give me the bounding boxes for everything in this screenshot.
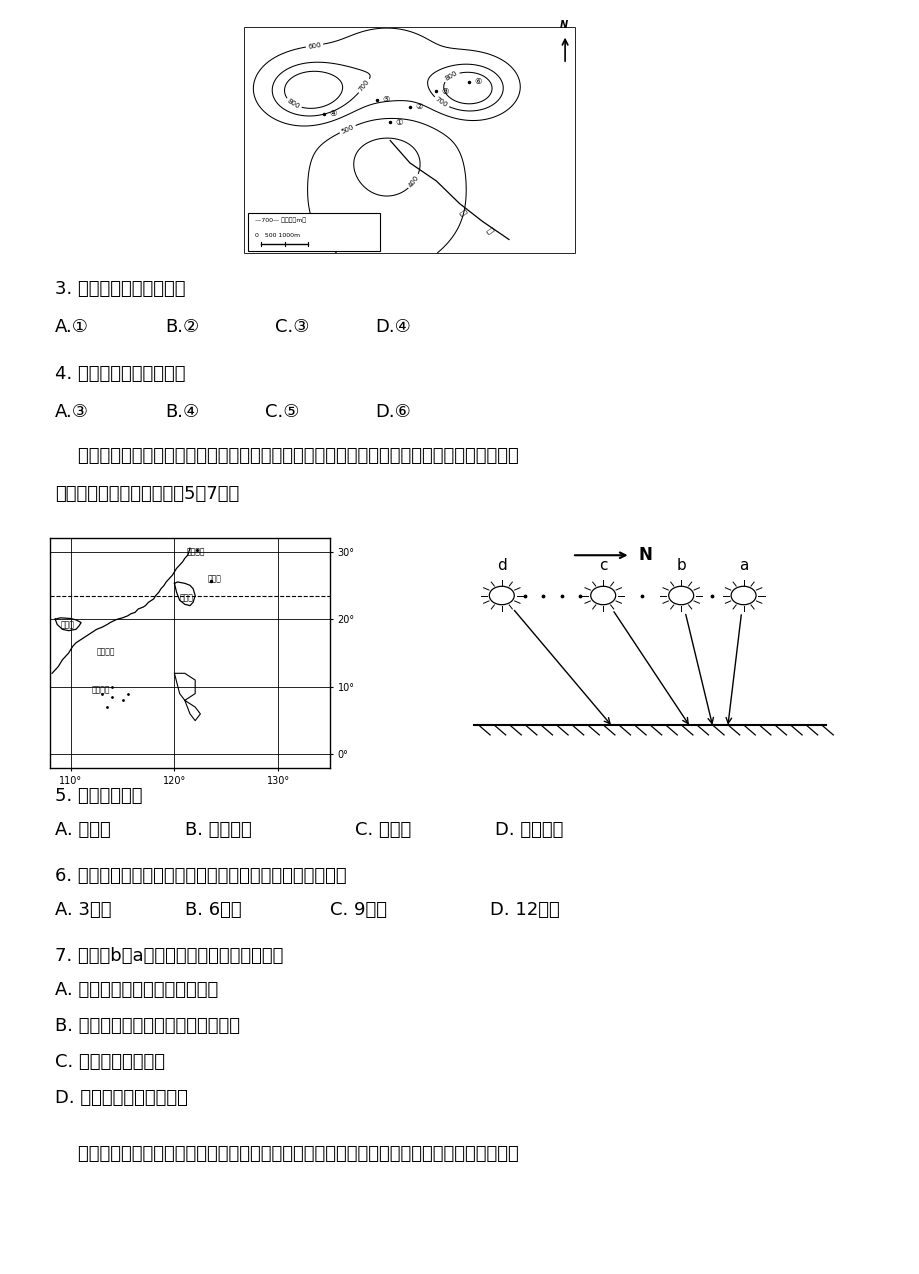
Bar [248,213,380,251]
Text: 3. 最适宜作为露营地的是: 3. 最适宜作为露营地的是 [55,280,186,298]
Text: 意图（下右图）。读图完成5～7题。: 意图（下右图）。读图完成5～7题。 [55,485,239,503]
Text: A. 3个月: A. 3个月 [55,901,111,919]
Text: C. 钓鱼岛: C. 钓鱼岛 [355,820,411,840]
Text: B. 南沙群岛: B. 南沙群岛 [185,820,252,840]
Text: ①: ① [395,118,403,127]
Text: C. 钓鱼岛盛行偽北风: C. 钓鱼岛盛行偽北风 [55,1054,165,1071]
Text: ⑥: ⑥ [474,78,482,87]
Text: A.①: A.① [55,318,89,336]
Text: 河: 河 [457,208,468,217]
Text: ④: ④ [329,110,336,118]
Text: 500: 500 [340,124,355,135]
Text: 流: 流 [483,225,494,236]
Text: 600: 600 [307,42,322,50]
Circle shape [731,586,755,605]
Text: D.⑥: D.⑥ [375,403,410,420]
Circle shape [668,586,693,605]
Text: A. 台湾岛: A. 台湾岛 [55,820,110,840]
Text: C.⑤: C.⑤ [265,403,299,420]
Circle shape [590,586,615,605]
Text: d: d [496,558,506,572]
Text: 5. 该地可能位于: 5. 该地可能位于 [55,787,142,805]
Text: A. 舟山群岛可能受准静止锋控制: A. 舟山群岛可能受准静止锋控制 [55,981,218,999]
Text: N: N [638,547,652,564]
Text: 4. 最适宜观日出的地点是: 4. 最适宜观日出的地点是 [55,364,186,383]
Text: 钓鱼岛: 钓鱼岛 [208,575,221,583]
Text: c: c [598,558,607,572]
Text: a: a [738,558,747,572]
Text: 800: 800 [444,70,459,83]
Text: 台湾岛: 台湾岛 [179,592,193,603]
Text: C.③: C.③ [275,318,309,336]
Text: 南沙群岛: 南沙群岛 [91,685,110,694]
Text: ③: ③ [441,87,448,96]
Text: 700: 700 [434,97,448,108]
Text: 中沙群岛: 中沙群岛 [96,647,115,656]
Text: b: b [675,558,686,572]
Text: 7. 太阳从b到a的时段内，下列叙述正确的是: 7. 太阳从b到a的时段内，下列叙述正确的是 [55,947,283,964]
Text: N: N [559,20,567,31]
Bar [244,28,574,254]
Text: 700: 700 [357,79,370,93]
Text: D. 南沙群岛白昼逐渐变短: D. 南沙群岛白昼逐渐变短 [55,1089,187,1107]
Text: ②: ② [414,102,422,111]
Text: 舟山群岛: 舟山群岛 [187,547,205,555]
Text: C. 9个月: C. 9个月 [330,901,387,919]
Circle shape [489,586,514,605]
Text: A.③: A.③ [55,403,89,420]
Text: —700— 等高线（m）: —700— 等高线（m） [255,217,306,223]
Text: 下图为甲、乙两地某日从日出到日落太阳高度角日变化示意图，其中甲地位于北半球。读图完: 下图为甲、乙两地某日从日出到日落太阳高度角日变化示意图，其中甲地位于北半球。读图… [55,1145,518,1163]
Text: B.②: B.② [165,318,199,336]
Text: 6. 在一年的观测中，该小组看到正午太阳在南方的时间约为: 6. 在一年的观测中，该小组看到正午太阳在南方的时间约为 [55,868,346,885]
Text: D. 舟山群岛: D. 舟山群岛 [494,820,562,840]
Text: 某科研小组对我国部分海岛（下左图）进行了考察，观察并绘制了某地正午太阳高度年变化示: 某科研小组对我国部分海岛（下左图）进行了考察，观察并绘制了某地正午太阳高度年变化… [55,447,518,465]
Text: B.④: B.④ [165,403,199,420]
Text: B. 6个月: B. 6个月 [185,901,242,919]
Text: 400: 400 [407,175,420,189]
Text: D.④: D.④ [375,318,410,336]
Text: 0   500 1000m: 0 500 1000m [255,233,300,238]
Text: D. 12个月: D. 12个月 [490,901,559,919]
Text: ⑤: ⑤ [381,96,389,104]
Text: 海南岛: 海南岛 [61,620,74,629]
Text: 800: 800 [286,98,301,110]
Text: B. 台湾岛各地正午太阳高度一直变大: B. 台湾岛各地正午太阳高度一直变大 [55,1017,240,1034]
